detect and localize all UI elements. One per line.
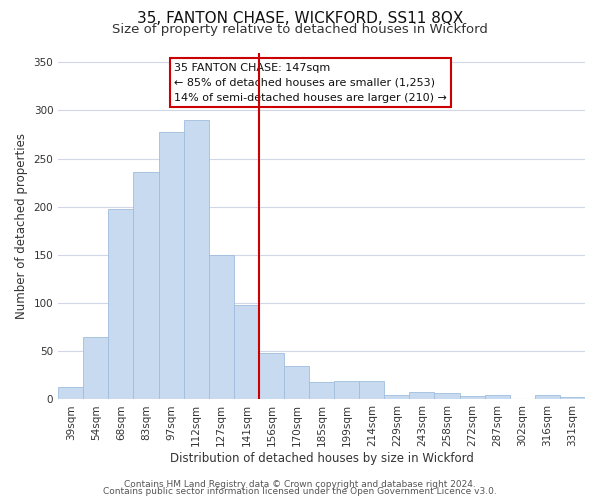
Bar xyxy=(334,381,359,400)
Bar xyxy=(359,381,385,400)
Bar xyxy=(434,392,460,400)
Bar xyxy=(385,394,409,400)
Bar xyxy=(209,255,234,400)
Text: 35, FANTON CHASE, WICKFORD, SS11 8QX: 35, FANTON CHASE, WICKFORD, SS11 8QX xyxy=(137,11,463,26)
Bar xyxy=(259,353,284,400)
Bar xyxy=(460,396,485,400)
Bar xyxy=(409,392,434,400)
Bar xyxy=(234,305,259,400)
Text: Contains public sector information licensed under the Open Government Licence v3: Contains public sector information licen… xyxy=(103,487,497,496)
Text: 35 FANTON CHASE: 147sqm
← 85% of detached houses are smaller (1,253)
14% of semi: 35 FANTON CHASE: 147sqm ← 85% of detache… xyxy=(174,63,447,102)
Bar xyxy=(284,366,309,400)
Text: Contains HM Land Registry data © Crown copyright and database right 2024.: Contains HM Land Registry data © Crown c… xyxy=(124,480,476,489)
Bar xyxy=(58,387,83,400)
Bar xyxy=(309,382,334,400)
Bar xyxy=(535,394,560,400)
Bar xyxy=(109,208,133,400)
Y-axis label: Number of detached properties: Number of detached properties xyxy=(15,133,28,319)
Bar xyxy=(485,394,510,400)
Text: Size of property relative to detached houses in Wickford: Size of property relative to detached ho… xyxy=(112,22,488,36)
Bar xyxy=(560,396,585,400)
X-axis label: Distribution of detached houses by size in Wickford: Distribution of detached houses by size … xyxy=(170,452,473,465)
Bar xyxy=(158,132,184,400)
Bar xyxy=(184,120,209,400)
Bar xyxy=(133,172,158,400)
Bar xyxy=(83,337,109,400)
